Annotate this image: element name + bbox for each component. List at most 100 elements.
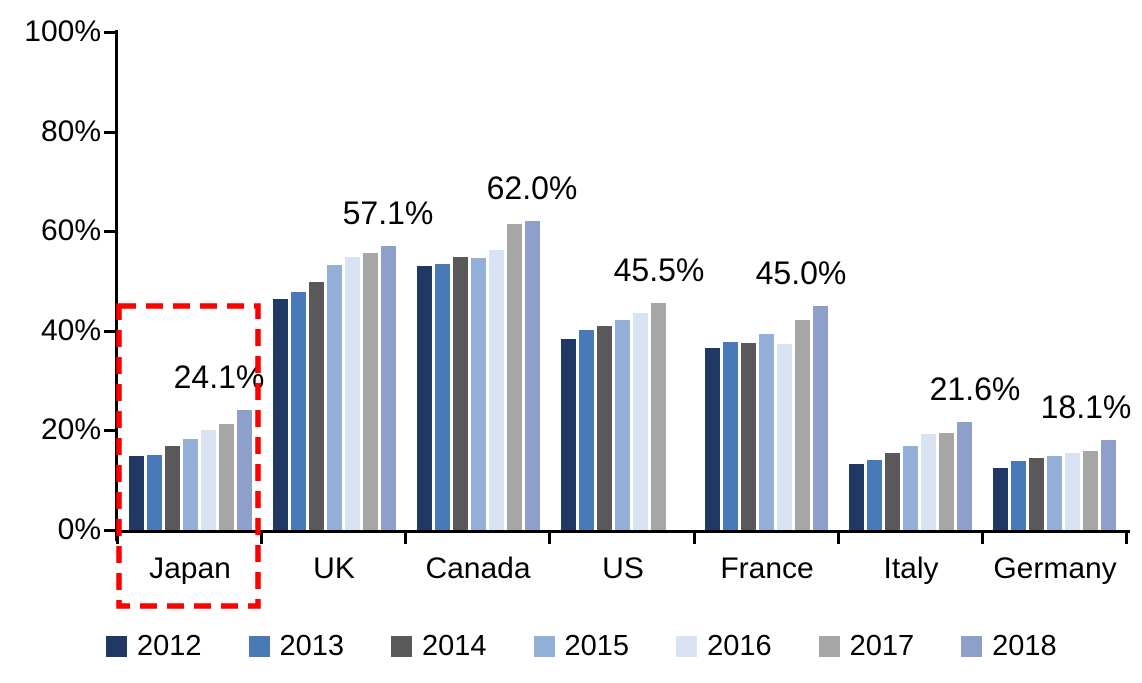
- legend-item-2015: 2015: [533, 629, 630, 663]
- bar-france-2015: [759, 334, 774, 530]
- bar-france-2012: [705, 348, 720, 530]
- legend-item-2012: 2012: [106, 629, 202, 663]
- category-label-canada: Canada: [425, 552, 531, 585]
- bar-uk-2013: [291, 292, 306, 530]
- legend-item-2013: 2013: [248, 629, 345, 663]
- x-axis-tick: [981, 533, 984, 544]
- bar-france-2016: [777, 344, 792, 530]
- y-axis-tick: [104, 429, 115, 432]
- legend-swatch-2012: [106, 635, 127, 657]
- category-label-us: US: [602, 552, 644, 585]
- bar-japan-2018: [237, 410, 252, 530]
- y-axis-tick-label: 60%: [40, 214, 101, 247]
- bar-italy-2018: [957, 422, 972, 530]
- y-axis-tick-label: 20%: [40, 413, 101, 446]
- bar-uk-2016: [345, 257, 360, 530]
- legend-swatch-2016: [676, 635, 698, 657]
- bar-uk-2017: [363, 253, 378, 530]
- x-axis-tick: [260, 533, 263, 544]
- bar-us-2015: [615, 320, 630, 530]
- bar-germany-2016: [1065, 453, 1080, 530]
- data-label-us: 45.5%: [613, 252, 705, 288]
- legend-swatch-2014: [391, 635, 413, 657]
- bar-france-2018: [813, 306, 828, 530]
- legend: 2012 2013 2014 2015 2016 2017 2018: [106, 629, 1057, 663]
- data-label-italy: 21.6%: [929, 371, 1021, 407]
- legend-swatch-2015: [533, 635, 555, 657]
- category-label-japan: Japan: [149, 552, 231, 585]
- y-axis-tick-label: 40%: [40, 314, 101, 347]
- bar-germany-2018: [1101, 440, 1116, 530]
- bar-germany-2012: [993, 468, 1008, 530]
- legend-swatch-2013: [248, 635, 270, 657]
- category-label-france: France: [720, 552, 814, 585]
- bar-japan-2014: [165, 446, 180, 530]
- y-axis-tick-label: 0%: [57, 513, 101, 546]
- x-axis-tick: [1125, 533, 1128, 544]
- bar-japan-2016: [201, 430, 216, 530]
- bar-canada-2014: [453, 257, 468, 530]
- data-label-france: 45.0%: [755, 255, 847, 291]
- bar-italy-2017: [939, 433, 954, 530]
- bar-us-2014: [597, 326, 612, 530]
- x-axis-tick: [116, 533, 119, 544]
- legend-item-2014: 2014: [391, 629, 487, 663]
- bar-canada-2013: [435, 264, 450, 530]
- bar-uk-2018: [381, 246, 396, 530]
- y-axis-tick: [104, 230, 115, 233]
- bar-italy-2014: [885, 453, 900, 530]
- bar-france-2017: [795, 320, 810, 530]
- bar-us-2012: [561, 339, 576, 530]
- x-axis-tick: [548, 533, 551, 544]
- y-axis-tick: [104, 31, 115, 34]
- bar-us-2016: [633, 313, 648, 530]
- legend-item-2018: 2018: [961, 629, 1057, 663]
- bar-germany-2013: [1011, 461, 1026, 530]
- bar-italy-2012: [849, 464, 864, 530]
- legend-label-2014: 2014: [422, 630, 487, 662]
- x-axis-tick: [693, 533, 696, 544]
- y-axis-tick: [104, 330, 115, 333]
- bar-uk-2014: [309, 282, 324, 530]
- legend-label-2017: 2017: [849, 630, 915, 662]
- y-axis-tick: [104, 529, 115, 532]
- legend-label-2013: 2013: [279, 630, 345, 662]
- bar-canada-2016: [489, 250, 504, 530]
- bar-uk-2015: [327, 265, 342, 530]
- data-label-japan: 24.1%: [173, 359, 265, 395]
- legend-label-2018: 2018: [992, 630, 1057, 662]
- bar-uk-2012: [273, 299, 288, 530]
- x-axis-line: [115, 530, 1130, 533]
- legend-label-2016: 2016: [707, 630, 772, 662]
- legend-label-2012: 2012: [137, 630, 202, 662]
- y-axis-tick: [104, 131, 115, 134]
- bar-canada-2012: [417, 266, 432, 530]
- bar-canada-2015: [471, 258, 486, 530]
- y-axis-tick-label: 80%: [40, 115, 101, 148]
- x-axis-tick: [404, 533, 407, 544]
- legend-swatch-2017: [818, 635, 840, 657]
- bar-germany-2015: [1047, 456, 1062, 530]
- data-label-uk: 57.1%: [342, 195, 434, 231]
- category-label-uk: UK: [313, 552, 355, 585]
- bar-canada-2018: [525, 221, 540, 530]
- bar-france-2013: [723, 342, 738, 530]
- bar-japan-2015: [183, 439, 198, 530]
- bar-italy-2015: [903, 446, 918, 530]
- bar-japan-2017: [219, 424, 234, 530]
- legend-label-2015: 2015: [564, 630, 630, 662]
- legend-swatch-2018: [961, 635, 983, 657]
- bar-japan-2013: [147, 455, 162, 530]
- y-axis-tick-label: 100%: [24, 15, 101, 48]
- y-axis-line: [115, 30, 118, 541]
- bar-italy-2016: [921, 434, 936, 530]
- bar-us-2013: [579, 330, 594, 530]
- x-axis-tick: [837, 533, 840, 544]
- bar-italy-2013: [867, 460, 882, 530]
- bar-us-2017: [651, 303, 666, 530]
- bar-japan-2012: [129, 456, 144, 530]
- data-label-germany: 18.1%: [1040, 389, 1132, 425]
- bar-germany-2017: [1083, 451, 1098, 530]
- legend-item-2017: 2017: [818, 629, 915, 663]
- legend-item-2016: 2016: [676, 629, 772, 663]
